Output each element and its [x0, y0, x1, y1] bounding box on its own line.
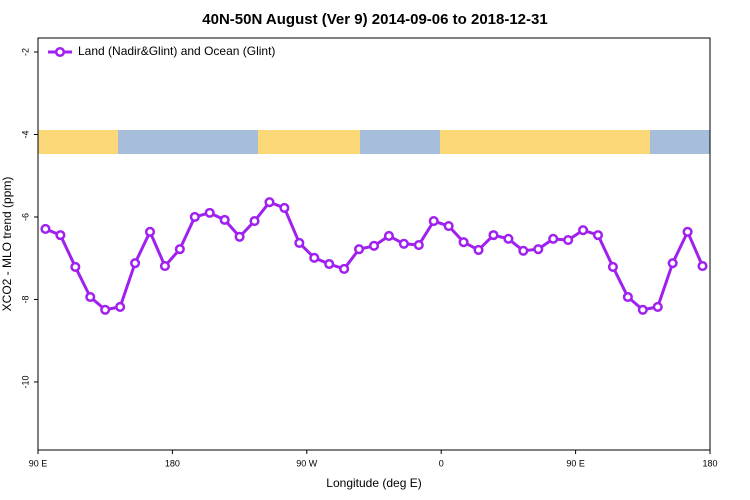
- x-tick-label: 90 E: [29, 458, 48, 468]
- data-point: [667, 258, 678, 269]
- data-point: [652, 301, 663, 312]
- data-point: [578, 225, 589, 236]
- data-point: [144, 226, 156, 237]
- data-point: [398, 238, 409, 249]
- x-tick-label: 0: [439, 458, 444, 468]
- data-point: [428, 216, 439, 227]
- data-point: [473, 244, 484, 256]
- data-point: [219, 214, 230, 225]
- data-point: [622, 291, 633, 303]
- series-line: [44, 200, 704, 312]
- data-point: [697, 261, 708, 272]
- data-point: [443, 221, 454, 232]
- data-point: [607, 261, 618, 272]
- data-point: [518, 245, 529, 256]
- data-point: [234, 231, 245, 242]
- data-point: [548, 233, 559, 244]
- data-point: [100, 304, 111, 315]
- data-point: [354, 244, 365, 255]
- data-point: [279, 202, 290, 213]
- data-point: [339, 263, 350, 275]
- legend-marker: [54, 46, 66, 58]
- data-point: [55, 230, 66, 241]
- data-point: [324, 258, 335, 270]
- data-point: [189, 211, 200, 223]
- data-point: [592, 230, 604, 241]
- data-point: [682, 226, 693, 237]
- x-tick-label: 90 W: [296, 458, 318, 468]
- plot-frame: [37, 37, 711, 451]
- data-point: [70, 261, 81, 272]
- x-tick-label: 180: [702, 458, 717, 468]
- x-tick-label: 90 E: [566, 458, 585, 468]
- data-point: [264, 197, 275, 208]
- data-point: [249, 216, 260, 227]
- data-point: [368, 240, 380, 251]
- data-point: [533, 244, 544, 255]
- x-tick-label: 180: [165, 458, 180, 468]
- legend-label: Land (Nadir&Glint) and Ocean (Glint): [78, 44, 275, 58]
- y-tick-label: -4: [20, 130, 30, 138]
- data-point: [637, 304, 648, 315]
- data-point: [503, 233, 514, 244]
- data-point: [413, 239, 424, 251]
- data-point: [130, 258, 141, 269]
- data-point: [309, 252, 320, 263]
- data-point: [204, 207, 215, 218]
- data-point: [159, 261, 170, 272]
- data-point: [294, 237, 305, 249]
- chart-title: 40N-50N August (Ver 9) 2014-09-06 to 201…: [202, 11, 547, 28]
- y-axis-label: XCO2 - MLO trend (ppm): [0, 177, 14, 312]
- data-point: [40, 223, 51, 234]
- data-point: [174, 244, 185, 255]
- x-axis-label: Longitude (deg E): [326, 476, 421, 490]
- data-point: [488, 230, 499, 241]
- y-tick-label: -6: [20, 213, 30, 221]
- data-point: [115, 301, 126, 312]
- data-point: [383, 230, 394, 242]
- data-point: [458, 237, 469, 248]
- y-tick-label: -10: [20, 375, 30, 388]
- y-tick-label: -2: [20, 48, 30, 56]
- y-tick-label: -8: [20, 295, 30, 303]
- data-point: [563, 235, 574, 246]
- data-point: [85, 291, 96, 303]
- map-strip: [38, 130, 710, 154]
